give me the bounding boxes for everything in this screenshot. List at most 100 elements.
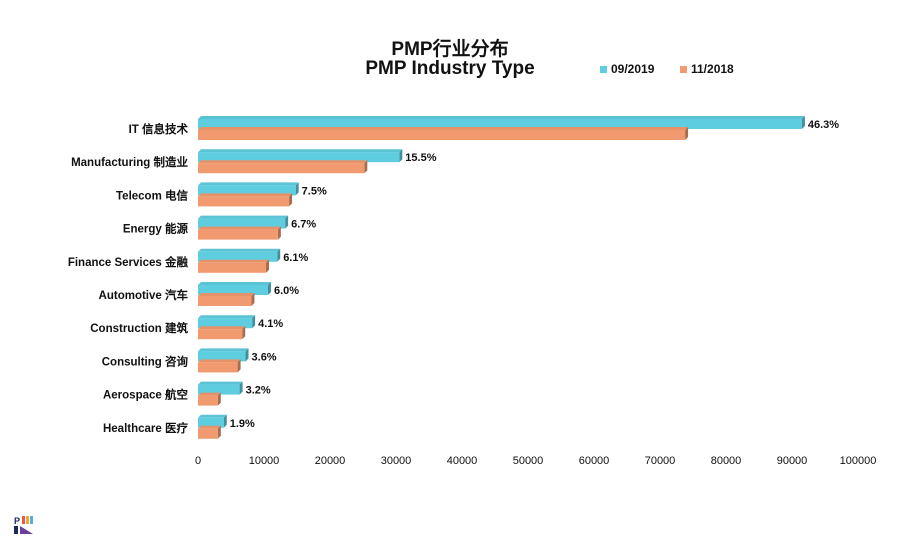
data-label: 4.1% (258, 318, 283, 330)
bar-11-2018 (198, 395, 218, 406)
category-label: Manufacturing 制造业 (71, 155, 188, 169)
bar-top-face (198, 116, 805, 119)
bar-side-face (245, 348, 249, 362)
bar-side-face (285, 215, 289, 229)
bar-side-face (685, 127, 689, 140)
bar-side-face (364, 160, 368, 174)
legend-swatch-11-2018 (680, 65, 687, 73)
x-tick-label: 80000 (711, 455, 742, 467)
x-tick-label: 10000 (249, 455, 280, 467)
bar-top-face (198, 315, 256, 319)
data-label: 46.3% (808, 119, 839, 131)
bar-top-face (198, 259, 269, 263)
bar-11-2018 (198, 362, 238, 373)
category-label: Telecom 电信 (116, 188, 188, 202)
bar-top-face (198, 348, 249, 352)
bar-09-2019 (198, 318, 253, 329)
bar-side-face (265, 259, 269, 273)
bar-side-face (251, 293, 255, 306)
bar-side-face (399, 149, 403, 163)
bar-top-face (198, 226, 281, 230)
x-tick-label: 0 (195, 455, 201, 467)
bar-top-face (198, 193, 293, 197)
bar-11-2018 (198, 130, 686, 140)
data-label: 6.7% (291, 219, 316, 231)
data-label: 15.5% (405, 152, 436, 164)
bar-side-face (252, 315, 256, 329)
bar-top-face (198, 182, 299, 186)
bar-side-face (217, 425, 221, 439)
bar-top-face (198, 381, 243, 385)
x-tick-label: 50000 (513, 455, 544, 467)
pmi-logo-icon: P (14, 516, 33, 534)
chart-title-chinese: PMP行业分布 (391, 39, 509, 60)
category-label: Aerospace 航空 (103, 388, 188, 402)
bar-09-2019 (198, 417, 224, 428)
x-tick-label: 70000 (645, 455, 676, 467)
svg-text:P: P (14, 516, 20, 526)
legend-item-11-2018: 11/2018 (680, 62, 734, 76)
bar-top-face (198, 215, 289, 219)
bar-top-face (198, 160, 368, 164)
bar-side-face (277, 226, 281, 240)
category-label: IT 信息技术 (129, 122, 189, 136)
bar-09-2019 (198, 285, 268, 295)
bar-09-2019 (198, 251, 278, 262)
x-tick-label: 90000 (777, 455, 808, 467)
bar-11-2018 (198, 229, 278, 240)
data-label: 7.5% (302, 185, 327, 197)
bar-11-2018 (198, 329, 243, 340)
bar-top-face (198, 293, 255, 296)
bar-top-face (198, 149, 403, 153)
x-tick-label: 100000 (840, 455, 877, 467)
bar-top-face (198, 248, 281, 252)
bar-11-2018 (198, 262, 266, 273)
data-label: 1.9% (230, 418, 255, 430)
bar-11-2018 (198, 196, 290, 207)
category-label: Automotive 汽车 (99, 288, 189, 302)
bar-top-face (198, 425, 221, 429)
bar-09-2019 (198, 218, 286, 229)
legend-label-09-2019: 09/2019 (611, 62, 655, 76)
chart-title-english: PMP Industry Type (365, 58, 535, 79)
bar-09-2019 (198, 185, 296, 196)
bar-top-face (198, 392, 221, 396)
bar-09-2019 (198, 384, 240, 395)
bar-09-2019 (198, 152, 400, 163)
bar-top-face (198, 326, 246, 330)
category-label: Construction 建筑 (90, 321, 188, 335)
bar-top-face (198, 282, 271, 285)
x-tick-label: 60000 (579, 455, 610, 467)
data-label: 6.1% (283, 252, 308, 264)
x-tick-label: 40000 (447, 455, 478, 467)
data-label: 6.0% (274, 285, 299, 297)
bar-side-face (801, 116, 805, 129)
bar-side-face (239, 381, 243, 395)
bar-side-face (289, 193, 293, 207)
category-label: Energy 能源 (123, 222, 189, 236)
bar-top-face (198, 414, 227, 418)
legend-item-09-2019: 09/2019 (600, 62, 654, 76)
bar-09-2019 (198, 351, 246, 362)
bar-top-face (198, 127, 689, 130)
legend-label-11-2018: 11/2018 (691, 62, 734, 76)
category-label: Consulting 咨询 (102, 354, 189, 368)
x-tick-label: 20000 (315, 455, 346, 467)
bar-side-face (217, 392, 221, 406)
bar-11-2018 (198, 163, 365, 174)
bar-side-face (237, 359, 241, 373)
bar-side-face (277, 248, 281, 262)
legend-swatch-09-2019 (600, 65, 607, 73)
bar-top-face (198, 359, 241, 363)
category-label: Finance Services 金融 (68, 255, 189, 269)
data-label: 3.6% (252, 351, 277, 363)
category-label: Healthcare 医疗 (103, 421, 189, 435)
bar-side-face (295, 182, 299, 196)
bar-09-2019 (198, 119, 802, 129)
bar-11-2018 (198, 428, 218, 439)
bar-11-2018 (198, 296, 252, 306)
data-label: 3.2% (246, 385, 271, 397)
bar-side-face (242, 326, 246, 340)
